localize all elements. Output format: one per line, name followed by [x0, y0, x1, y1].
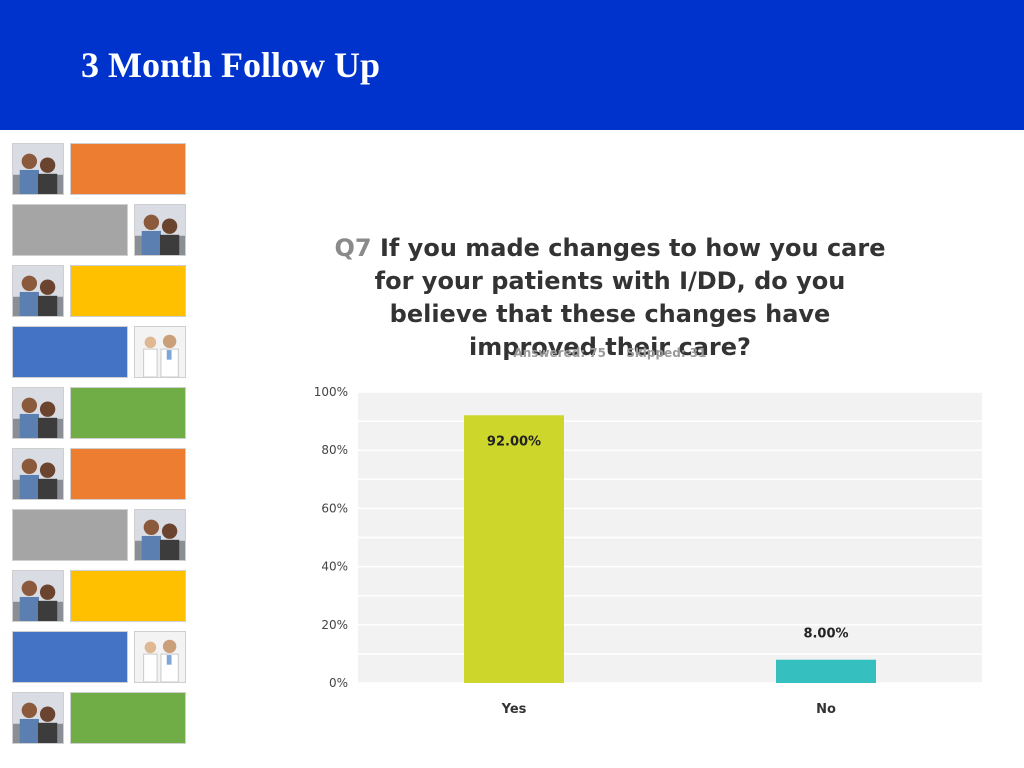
strip-row — [12, 692, 188, 753]
people-photo — [134, 204, 186, 256]
color-block — [70, 570, 186, 622]
people-photo — [134, 509, 186, 561]
strip-row — [12, 265, 188, 326]
y-tick-label: 0% — [329, 676, 348, 690]
people-photo — [12, 448, 64, 500]
data-label: 92.00% — [487, 434, 541, 449]
x-tick-label: Yes — [501, 702, 527, 717]
question-text: If you made changes to how you care for … — [374, 234, 886, 361]
y-tick-label: 20% — [321, 618, 348, 632]
color-block — [70, 143, 186, 195]
bar-no — [776, 659, 876, 683]
people-photo — [12, 265, 64, 317]
side-image-strip — [12, 143, 188, 753]
strip-row — [12, 143, 188, 204]
strip-row — [12, 448, 188, 509]
skipped-count: Skipped: 31 — [626, 346, 707, 360]
strip-row — [12, 387, 188, 448]
data-label: 8.00% — [803, 627, 848, 642]
color-block — [12, 326, 128, 378]
color-block — [70, 448, 186, 500]
answered-count: Answered: 75 — [513, 346, 606, 360]
y-tick-label: 100% — [314, 385, 348, 399]
y-tick-label: 40% — [321, 560, 348, 574]
bar-yes — [464, 415, 564, 683]
people-photo — [12, 570, 64, 622]
header-bar: 3 Month Follow Up — [0, 0, 1024, 130]
strip-row — [12, 204, 188, 265]
strip-row — [12, 570, 188, 631]
strip-row — [12, 509, 188, 570]
color-block — [12, 631, 128, 683]
question-heading: Q7 If you made changes to how you care f… — [330, 232, 890, 364]
color-block — [70, 265, 186, 317]
slide-title: 3 Month Follow Up — [81, 45, 381, 85]
question-number: Q7 — [334, 234, 372, 262]
x-tick-label: No — [816, 702, 836, 717]
doctor-photo — [134, 326, 186, 378]
response-stats: Answered: 75 Skipped: 31 — [330, 346, 890, 360]
y-tick-label: 60% — [321, 501, 348, 515]
strip-row — [12, 631, 188, 692]
strip-row — [12, 326, 188, 387]
color-block — [12, 204, 128, 256]
doctor-photo — [134, 631, 186, 683]
y-tick-label: 80% — [321, 443, 348, 457]
people-photo — [12, 387, 64, 439]
color-block — [12, 509, 128, 561]
people-photo — [12, 143, 64, 195]
bar-chart: 0% 20% 40% 60% 80% 100% 92.00% Yes 8.00% No — [314, 385, 982, 717]
color-block — [70, 387, 186, 439]
people-photo — [12, 692, 64, 744]
color-block — [70, 692, 186, 744]
